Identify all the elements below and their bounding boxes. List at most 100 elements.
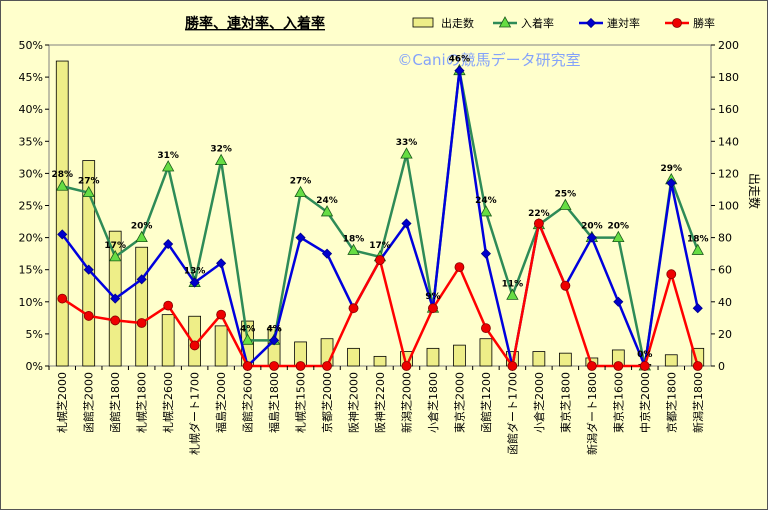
x-tick-label: 新潟芝2000 (399, 372, 413, 433)
legend-label: 連対率 (607, 16, 640, 30)
left-tick-label: 25% (19, 200, 43, 213)
bar (135, 246, 149, 367)
left-axis: 0% 5% 10% 15% 20% 25% 30% 35% 40% 45% 50% (19, 39, 49, 373)
data-label: 27% (290, 177, 312, 187)
left-tick-label: 35% (19, 135, 43, 148)
line-point (692, 303, 703, 314)
x-tick-label: 札幌ダート1700 (188, 372, 202, 455)
right-tick-label: 180 (718, 71, 739, 84)
x-tick-label: 中京芝2000 (638, 372, 652, 433)
bar (664, 354, 678, 367)
line-point (163, 300, 174, 311)
data-label: 33% (396, 138, 418, 148)
x-tick-label: 京都芝2000 (320, 372, 334, 433)
x-tick-label: 東京芝2000 (452, 372, 466, 433)
line-point (533, 218, 544, 229)
left-tick-label: 0% (26, 360, 43, 373)
x-tick-label: 札幌芝1500 (294, 372, 308, 433)
data-label: 31% (157, 151, 179, 161)
x-tick-label: 阪神芝2000 (347, 372, 361, 433)
line-point (321, 248, 333, 259)
line-point (612, 230, 625, 243)
x-tick-label: 函館芝2000 (82, 372, 96, 433)
right-tick-label: 80 (718, 232, 732, 245)
line-point (348, 303, 359, 314)
line-point (83, 264, 94, 275)
legend-label: 出走数 (441, 16, 474, 30)
data-label: 0% (637, 350, 652, 360)
x-tick-label: 函館芝1200 (479, 372, 493, 433)
line-point (401, 218, 412, 229)
line-point (613, 296, 624, 307)
data-label: 9% (425, 292, 440, 302)
line-point (481, 323, 491, 334)
line-point (586, 361, 597, 371)
line-point (613, 361, 624, 371)
line-point (322, 361, 332, 371)
right-tick-label: 60 (718, 264, 732, 277)
x-tick-label: 函館芝1800 (108, 372, 122, 433)
line-point (110, 293, 121, 304)
line-point (428, 303, 438, 314)
x-tick-label: 札幌芝2000 (55, 372, 69, 433)
x-tick-label: 福島芝1800 (267, 372, 281, 433)
line-point (136, 318, 147, 328)
line-point (506, 288, 519, 300)
right-tick-label: 140 (718, 135, 739, 148)
data-labels: 28% 27% 17% 20% 31% 13% 32% 4% 4% 27% 24% 18% 17% 33%… (51, 55, 708, 360)
bar (373, 355, 387, 367)
data-label: 17% (369, 241, 391, 251)
watermark: ©Caniの競馬データ研究室 (397, 51, 580, 69)
legend-swatch (412, 17, 434, 28)
right-tick-label: 160 (718, 103, 739, 116)
line-point (672, 18, 682, 28)
line-point (216, 258, 227, 269)
left-tick-label: 5% (26, 328, 43, 341)
x-tick-label: 小倉芝2000 (532, 372, 546, 433)
line-point (57, 293, 68, 304)
line-point (320, 205, 334, 217)
x-tick-label: 新潟ダート1800 (585, 372, 599, 455)
data-label: 24% (316, 196, 338, 206)
line-point (692, 361, 703, 371)
right-axis-label: 出走数 (747, 173, 762, 209)
line-point (498, 16, 512, 28)
line-point (639, 361, 650, 371)
data-label: 28% (51, 170, 73, 180)
bar (426, 347, 440, 367)
line-point (454, 65, 465, 76)
left-tick-label: 40% (19, 103, 43, 116)
left-tick-label: 20% (19, 232, 43, 245)
line-point (691, 243, 704, 255)
right-tick-label: 200 (718, 39, 739, 52)
left-tick-label: 50% (19, 39, 43, 52)
line-point (375, 255, 385, 265)
data-label: 25% (555, 190, 577, 200)
right-tick-label: 40 (718, 296, 732, 309)
bar (479, 338, 493, 367)
data-label: 22% (528, 209, 550, 219)
line-point (56, 179, 69, 191)
bar (532, 351, 546, 367)
right-tick-label: 100 (718, 200, 739, 213)
data-label: 29% (661, 164, 683, 174)
line-point (135, 230, 148, 243)
line-point (294, 185, 307, 198)
data-label: 20% (608, 222, 630, 232)
x-tick-label: 阪神芝2200 (373, 372, 387, 433)
data-label: 24% (475, 196, 497, 206)
x-tick-label: 京都芝1800 (664, 372, 678, 433)
line-point (666, 269, 677, 280)
data-label: 17% (104, 241, 126, 251)
line-point (586, 232, 597, 243)
bar (453, 344, 466, 367)
bar (347, 347, 360, 367)
line-point (189, 277, 200, 288)
right-tick-label: 20 (718, 328, 732, 341)
line-point (163, 238, 174, 250)
data-label: 18% (343, 234, 365, 244)
line-point (507, 361, 518, 371)
series-line (61, 70, 699, 367)
line-point (57, 229, 68, 240)
